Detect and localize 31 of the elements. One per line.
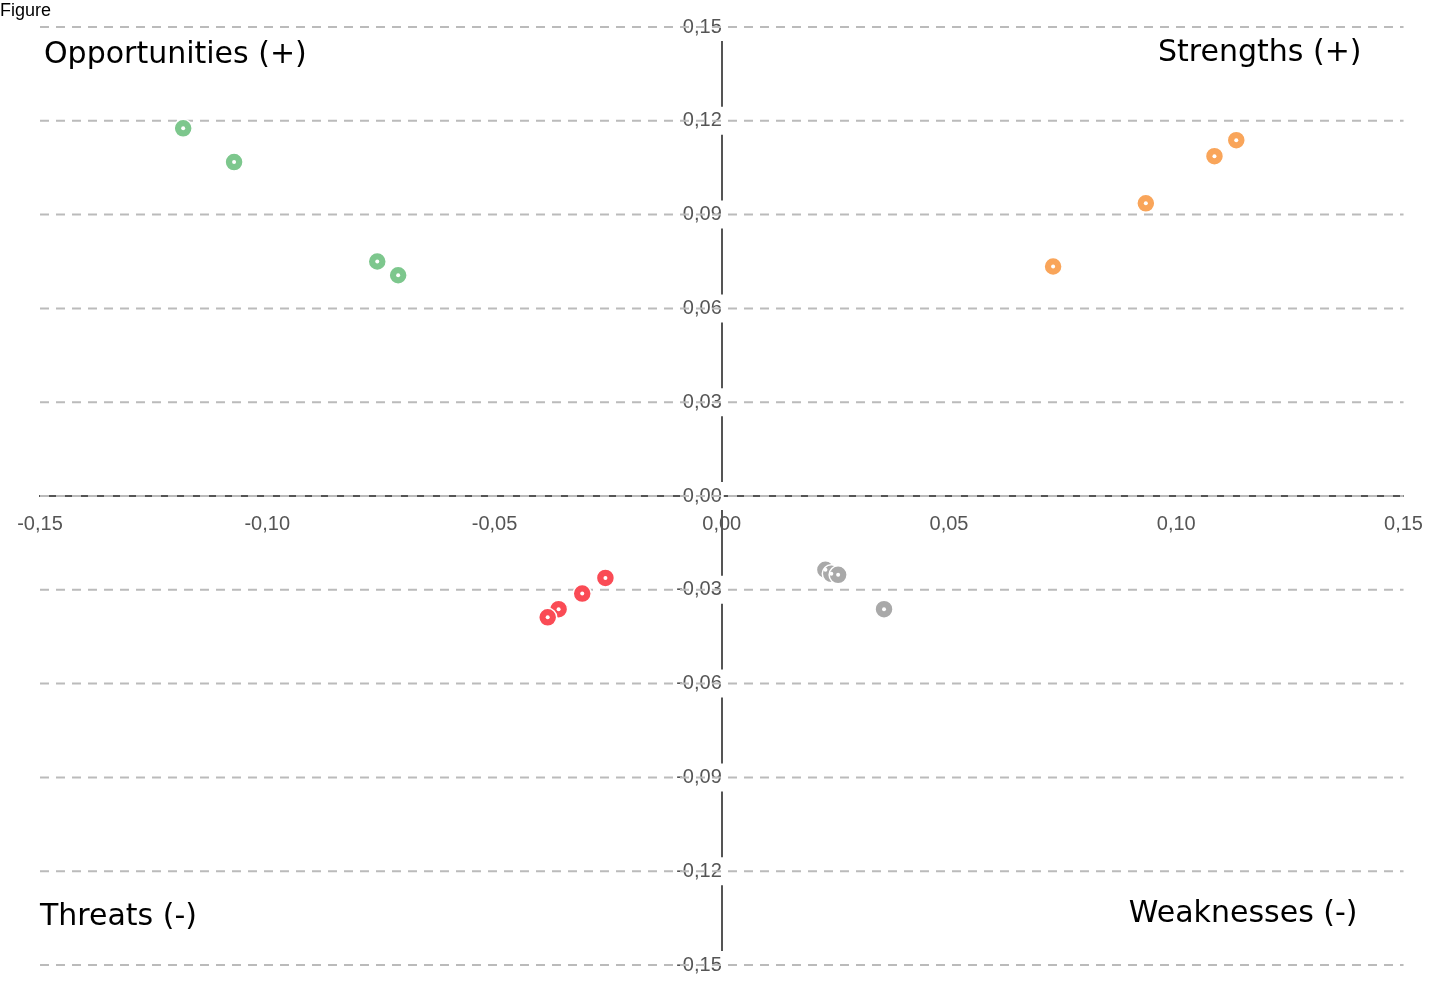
point	[874, 599, 894, 619]
x-tick-label: 0,10	[1156, 511, 1196, 534]
point	[173, 118, 193, 139]
point	[1043, 256, 1063, 277]
point	[1204, 146, 1225, 166]
x-tick-label: -0,10	[244, 511, 291, 534]
point	[572, 583, 592, 604]
point	[595, 568, 616, 588]
point	[367, 251, 387, 272]
y-tick-label: 0,06	[682, 295, 722, 318]
annotation: Opportunities (+)	[44, 34, 307, 70]
point	[224, 152, 244, 172]
x-tick-label: 0,05	[929, 511, 969, 534]
y-tick-label: 0,12	[682, 108, 722, 131]
point	[537, 607, 558, 628]
point	[1226, 130, 1247, 150]
annotation: Threats (-)	[39, 896, 198, 932]
x-tick-label: -0,05	[471, 511, 518, 534]
annotation: Strengths (+)	[1158, 32, 1362, 68]
y-tick-label: 0,15	[682, 14, 722, 37]
point	[828, 565, 848, 585]
point	[1136, 193, 1156, 214]
x-tick-label: 0,15	[1384, 511, 1424, 534]
y-tick-label: 0,03	[682, 389, 722, 412]
annotation: Weaknesses (-)	[1128, 893, 1358, 929]
x-tick-label: -0,15	[17, 511, 63, 534]
point	[388, 265, 408, 286]
y-tick-label: -0,12	[676, 858, 722, 881]
y-tick-label: -0,06	[676, 671, 722, 694]
text: Figure	[0, 0, 52, 20]
y-tick-label: -0,03	[676, 577, 722, 600]
